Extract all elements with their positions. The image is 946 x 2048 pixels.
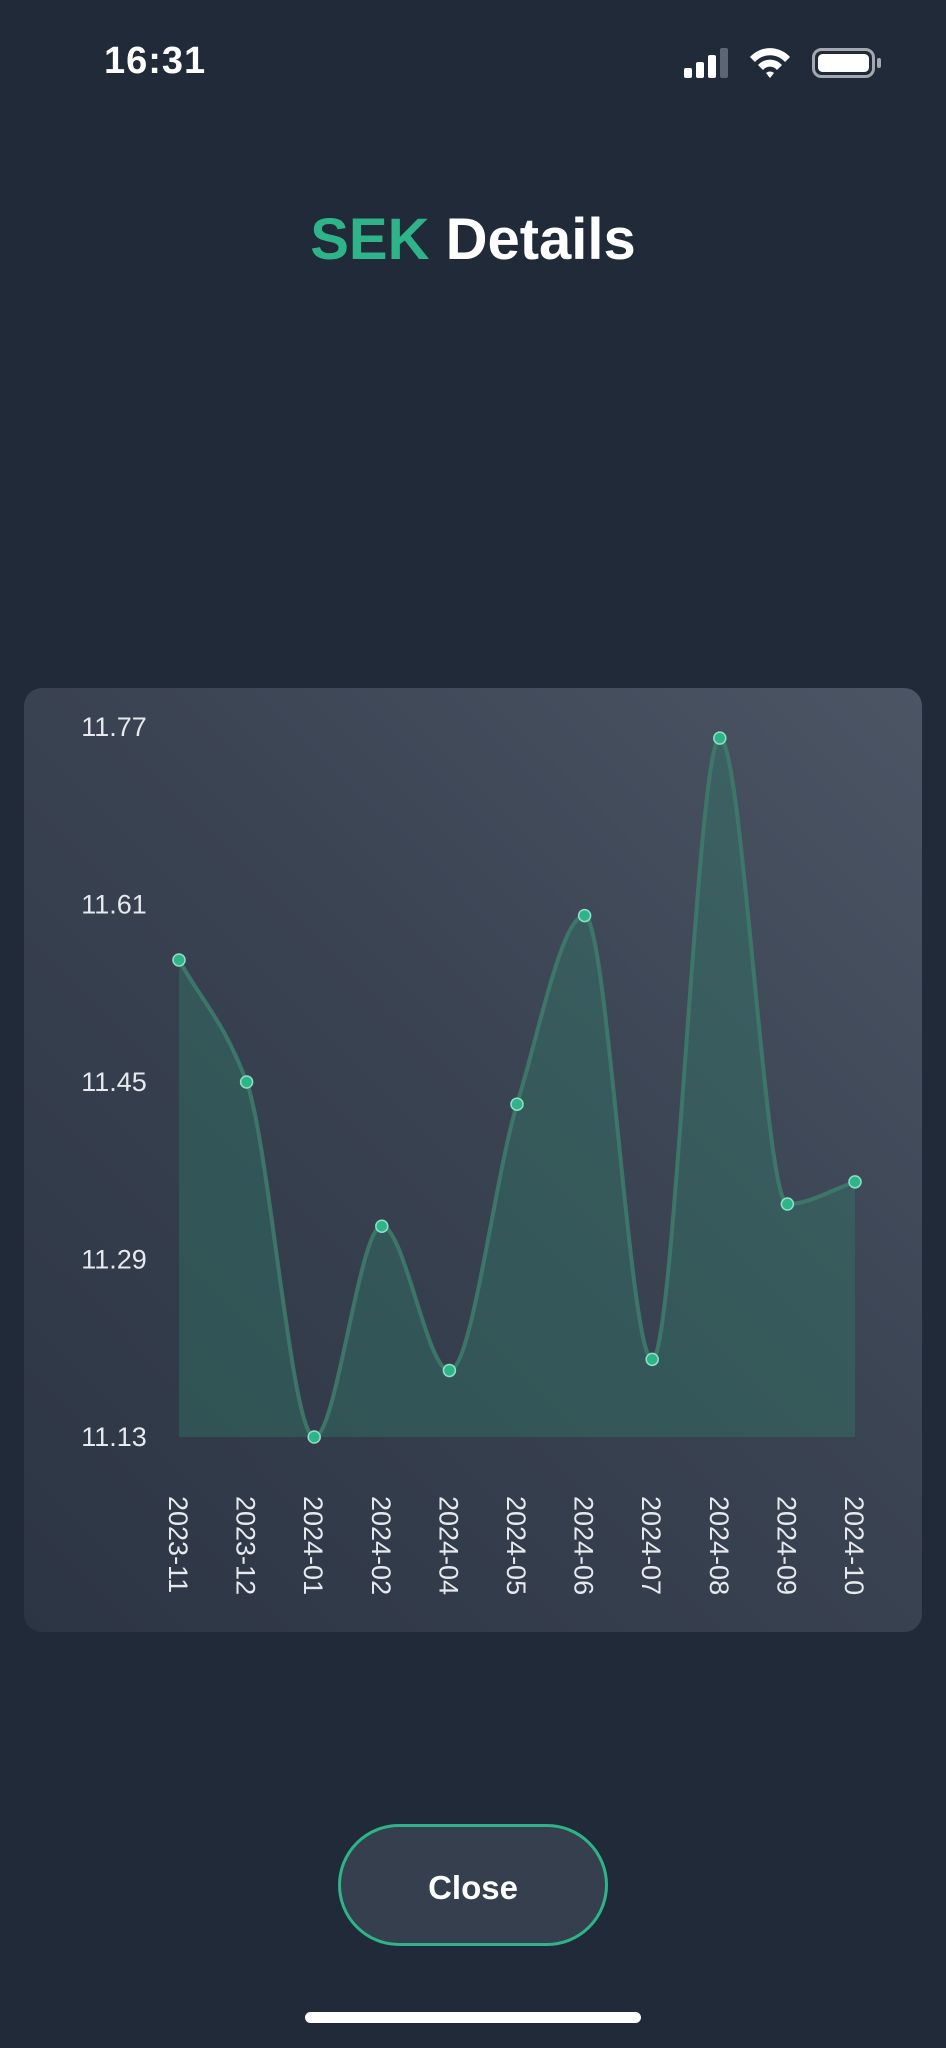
series-area bbox=[179, 738, 855, 1437]
x-tick-label: 2023-11 bbox=[163, 1496, 193, 1593]
y-tick-label: 11.45 bbox=[81, 1067, 147, 1097]
status-bar: 16:31 bbox=[0, 0, 946, 120]
data-point[interactable] bbox=[780, 1197, 795, 1211]
x-tick-label: 2024-05 bbox=[501, 1496, 531, 1595]
x-tick-label: 2024-02 bbox=[366, 1496, 396, 1595]
x-tick-label: 2024-06 bbox=[569, 1496, 599, 1595]
x-tick-label: 2024-07 bbox=[636, 1496, 666, 1595]
data-point[interactable] bbox=[375, 1219, 389, 1233]
x-tick-label: 2024-08 bbox=[704, 1496, 734, 1595]
data-point[interactable] bbox=[442, 1363, 457, 1378]
cellular-signal-icon bbox=[684, 48, 728, 78]
data-point[interactable] bbox=[510, 1097, 524, 1111]
x-tick-label: 2024-01 bbox=[298, 1496, 328, 1595]
x-tick-label: 2024-04 bbox=[433, 1496, 463, 1595]
data-point[interactable] bbox=[239, 1075, 254, 1089]
data-point[interactable] bbox=[577, 908, 592, 923]
exchange-rate-chart: 11.77 11.61 11.45 11.29 11.13 2023-11 2023-12… bbox=[81, 712, 869, 1595]
status-icons bbox=[684, 48, 881, 78]
x-tick-label: 2024-10 bbox=[839, 1496, 869, 1595]
data-point[interactable] bbox=[713, 731, 727, 745]
data-point[interactable] bbox=[848, 1175, 862, 1189]
y-tick-label: 11.77 bbox=[81, 712, 147, 742]
y-tick-label: 11.29 bbox=[81, 1245, 147, 1275]
series-line bbox=[177, 736, 856, 1440]
currency-code: SEK bbox=[310, 207, 430, 272]
y-axis-ticks: 11.77 11.61 11.45 11.29 11.13 bbox=[81, 712, 147, 1452]
data-point[interactable] bbox=[172, 953, 186, 967]
y-tick-label: 11.13 bbox=[81, 1422, 147, 1452]
y-tick-label: 11.61 bbox=[81, 890, 147, 920]
close-button[interactable]: Close bbox=[338, 1824, 608, 1946]
x-tick-label: 2023-12 bbox=[231, 1496, 261, 1595]
page-title: SEK Details bbox=[0, 206, 946, 273]
status-time: 16:31 bbox=[104, 40, 207, 82]
x-axis-ticks: 2023-11 2023-12 2024-01 2024-02 2024-04 2024-… bbox=[163, 1496, 869, 1595]
x-tick-label: 2024-09 bbox=[771, 1496, 801, 1595]
wifi-icon bbox=[750, 48, 790, 78]
data-point[interactable] bbox=[645, 1352, 659, 1367]
page-title-suffix: Details bbox=[429, 207, 636, 272]
chart-card: 11.77 11.61 11.45 11.29 11.13 2023-11 2023-12… bbox=[24, 688, 922, 1632]
data-point[interactable] bbox=[307, 1430, 321, 1444]
data-points bbox=[172, 731, 862, 1444]
battery-icon bbox=[812, 48, 881, 78]
home-indicator[interactable] bbox=[305, 2012, 641, 2023]
